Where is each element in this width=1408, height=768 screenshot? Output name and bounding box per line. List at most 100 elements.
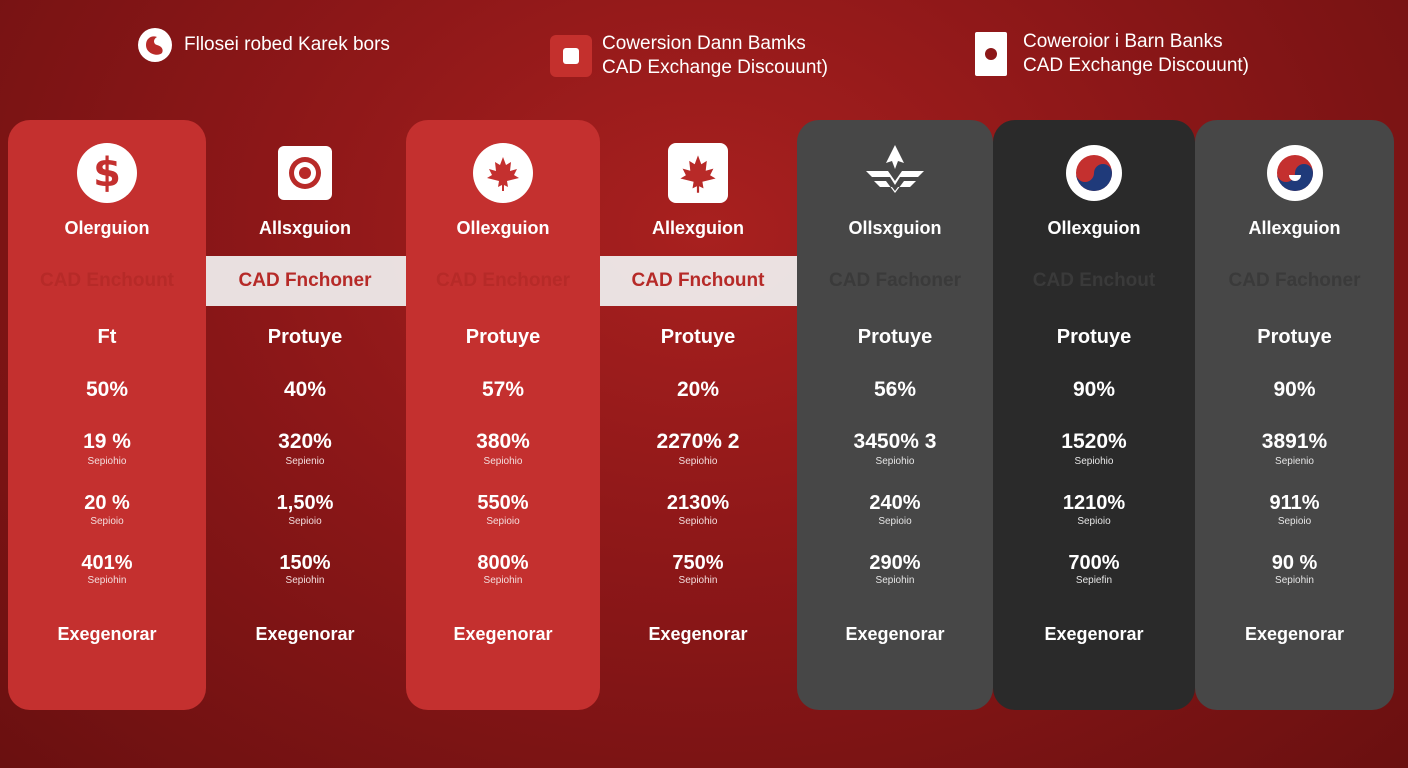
- white-card-icon: [975, 32, 1007, 76]
- korea-circle-icon: [1266, 145, 1323, 201]
- sub-label-2: Sepiohio: [483, 456, 523, 467]
- band-label: CAD Fachoner: [1228, 270, 1361, 291]
- korea-circle-icon: [1066, 145, 1122, 201]
- band-label: CAD Enchout: [1032, 270, 1156, 291]
- sub-label-2: Sepienio: [1275, 456, 1314, 467]
- legend: Fllosei robed Karek bors Cowersion Dann …: [0, 0, 1408, 110]
- legend-label-3a: Coweroior i Barn Banks: [1023, 31, 1223, 52]
- sub-label-3: Sepioio: [878, 516, 912, 527]
- legend-item-2: Cowersion Dann Bamks CAD Exchange Discou…: [550, 32, 828, 80]
- type-label: Protuye: [660, 326, 736, 348]
- column-6: Ollexguion CAD Enchout Protuye 90% 1520%…: [993, 120, 1195, 710]
- legend-item-1: Fllosei robed Karek bors: [138, 28, 390, 62]
- value-3: 20 %: [84, 492, 130, 514]
- value-1: 20%: [676, 378, 720, 401]
- column-name: Ollsxguion: [848, 218, 942, 238]
- sub-label-4: Sepiohin: [678, 575, 718, 586]
- value-4: 290%: [869, 552, 921, 574]
- swirl-circle-icon: [138, 28, 172, 62]
- sub-label-3: Sepioio: [288, 516, 322, 527]
- maple-leaf-icon: [473, 143, 533, 203]
- sub-label-3: Sepiohio: [678, 516, 718, 527]
- value-2: 320%: [278, 430, 332, 453]
- footer-label: Exegenorar: [255, 624, 355, 644]
- column-1: $ Olerguion CAD Enchount Ft 50% 19 % Sep…: [8, 120, 206, 710]
- column-name: Allsxguion: [258, 218, 351, 238]
- sub-label-2: Sepiohio: [1074, 456, 1114, 467]
- legend-label-2a: Cowersion Dann Bamks: [602, 33, 806, 54]
- value-3: 550%: [477, 492, 529, 514]
- type-label: Protuye: [465, 326, 541, 348]
- column-7: Allexguion CAD Fachoner Protuye 90% 3891…: [1195, 120, 1394, 710]
- sub-label-4: Sepiohin: [875, 575, 915, 586]
- sub-label-4: Sepiohin: [285, 575, 325, 586]
- sub-label-2: Sepiohio: [678, 456, 718, 467]
- value-4: 700%: [1068, 552, 1120, 574]
- value-3: 2130%: [666, 492, 730, 514]
- type-label: Ft: [97, 326, 117, 348]
- value-3: 911%: [1269, 492, 1320, 514]
- footer-label: Exegenorar: [1244, 624, 1345, 644]
- column-name: Allexguion: [1248, 218, 1341, 238]
- legend-label-3b: CAD Exchange Discouunt): [1023, 55, 1249, 76]
- value-2: 1520%: [1061, 430, 1127, 453]
- sub-label-4: Sepiohin: [87, 575, 127, 586]
- column-5: Ollsxguion CAD Fachoner Protuye 56% 3450…: [797, 120, 993, 710]
- type-label: Protuye: [857, 326, 933, 348]
- sub-label-3: Sepioio: [1077, 516, 1111, 527]
- comparison-table: $ Olerguion CAD Enchount Ft 50% 19 % Sep…: [8, 120, 1398, 710]
- footer-label: Exegenorar: [57, 624, 157, 644]
- value-2: 2270% 2: [656, 430, 740, 453]
- band-label: CAD Enchoner: [435, 270, 571, 291]
- value-2: 380%: [476, 430, 530, 453]
- value-4: 401%: [81, 552, 133, 574]
- footer-label: Exegenorar: [1044, 624, 1144, 644]
- sub-label-4: Sepiefin: [1075, 575, 1113, 586]
- column-name: Ollexguion: [456, 218, 550, 238]
- value-1: 57%: [481, 378, 525, 401]
- sub-label-2: Sepienio: [285, 456, 325, 467]
- column-name: Ollexguion: [1047, 218, 1141, 238]
- value-2: 3450% 3: [853, 430, 937, 453]
- value-1: 40%: [283, 378, 327, 401]
- footer-label: Exegenorar: [648, 624, 748, 644]
- column-3: Ollexguion CAD Enchoner Protuye 57% 380%…: [406, 120, 600, 710]
- value-1: 56%: [873, 378, 917, 401]
- value-4: 90 %: [1271, 552, 1318, 574]
- legend-item-3: Coweroior i Barn Banks CAD Exchange Disc…: [975, 30, 1249, 78]
- value-2: 3891%: [1261, 430, 1328, 453]
- red-square-icon: [550, 35, 592, 77]
- band-label: CAD Fachoner: [829, 270, 961, 291]
- target-icon: [278, 146, 332, 200]
- value-1: 50%: [85, 378, 129, 401]
- sub-label-2: Sepiohio: [875, 456, 915, 467]
- value-2: 19 %: [83, 430, 131, 453]
- value-4: 750%: [672, 552, 724, 574]
- column-name: Allexguion: [651, 218, 744, 238]
- band-label: CAD Fnchount: [631, 270, 765, 291]
- maple-leaf-square-icon: [668, 143, 728, 203]
- value-3: 1210%: [1062, 492, 1126, 514]
- type-label: Protuye: [1257, 326, 1332, 348]
- band-label: CAD Enchount: [39, 270, 175, 291]
- sub-label-4: Sepiohin: [1275, 575, 1314, 586]
- footer-label: Exegenorar: [845, 624, 945, 644]
- value-4: 800%: [477, 552, 529, 574]
- sub-label-3: Sepioio: [1277, 516, 1312, 527]
- band-label: CAD Fnchoner: [238, 270, 372, 291]
- sub-label-3: Sepioio: [90, 516, 124, 527]
- legend-label-1: Fllosei robed Karek bors: [184, 34, 390, 55]
- value-3: 240%: [869, 492, 921, 514]
- column-4: Allexguion CAD Fnchount Protuye 20% 2270…: [600, 120, 796, 710]
- sub-label-3: Sepioio: [486, 516, 520, 527]
- type-label: Protuye: [267, 326, 343, 348]
- value-4: 150%: [279, 552, 331, 574]
- value-1: 90%: [1072, 378, 1116, 401]
- sub-label-4: Sepiohin: [483, 575, 523, 586]
- stylized-leaf-icon: [860, 141, 930, 206]
- sub-label-2: Sepiohio: [87, 456, 127, 467]
- value-3: 1,50%: [276, 492, 334, 514]
- dollar-icon: $: [77, 143, 137, 203]
- footer-label: Exegenorar: [453, 624, 553, 644]
- column-2: Allsxguion CAD Fnchoner Protuye 40% 320%…: [206, 120, 404, 710]
